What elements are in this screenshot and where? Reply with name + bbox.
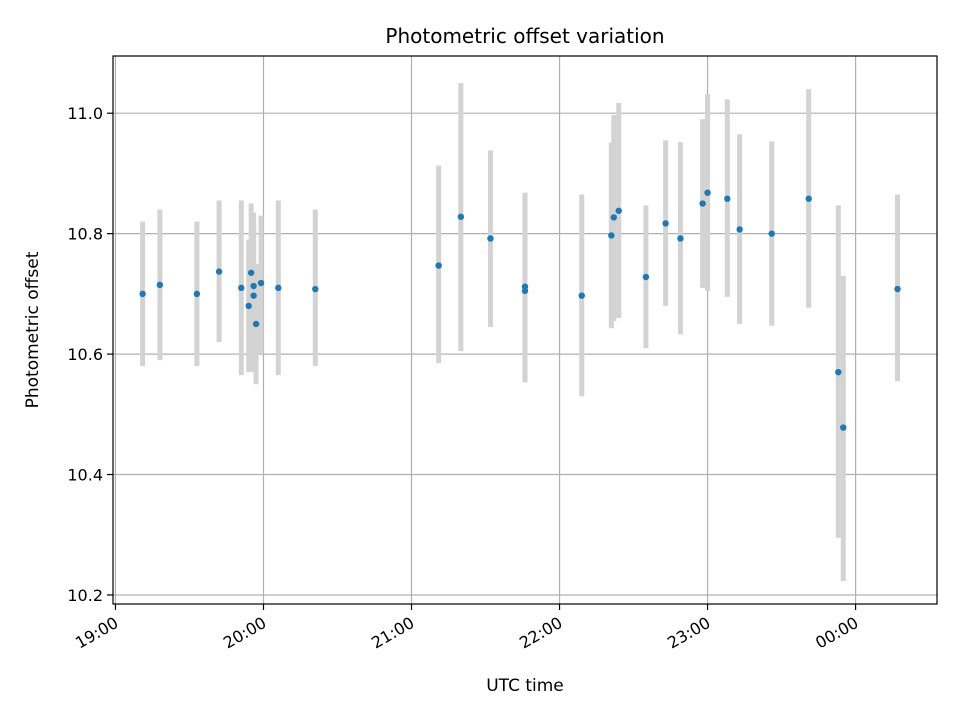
y-tick-label: 11.0 [67,104,103,123]
data-point [457,213,465,220]
y-tick-label: 10.6 [67,345,103,364]
data-point [662,220,669,227]
data-point [435,262,442,269]
chart-title: Photometric offset variation [385,24,664,48]
data-point [677,235,684,242]
data-point [578,292,585,299]
data-point [805,195,812,202]
data-point [724,195,731,202]
data-point [699,200,706,207]
data-point [642,273,650,281]
data-point [250,282,257,290]
data-point [252,320,260,328]
data-point [247,269,255,276]
data-point [704,189,711,196]
plot-frame [112,55,938,605]
data-point [521,283,529,290]
data-point [835,368,842,376]
data-point [245,302,252,310]
data-point [250,292,257,299]
data-point [156,281,164,289]
data-point [257,279,265,287]
y-axis-label: Photometric offset [23,251,43,408]
data-point [610,214,618,221]
data-point [608,232,615,239]
y-tick-label: 10.8 [67,225,103,244]
data-point [238,284,245,292]
data-point [615,207,622,214]
y-tick-label: 10.2 [67,586,103,605]
x-axis-label: UTC time [486,676,564,696]
data-point [312,285,319,293]
y-tick-label: 10.4 [67,466,103,485]
data-point [768,230,775,237]
data-point [193,290,201,298]
data-point [275,284,282,292]
data-point [840,424,847,431]
data-points [139,189,901,431]
data-point [894,285,901,293]
data-point [139,290,146,298]
y-axis: 10.2 10.4 10.6 10.8 11.0 [67,104,113,605]
data-point [487,235,494,242]
data-point [736,226,743,233]
data-point [215,268,223,275]
